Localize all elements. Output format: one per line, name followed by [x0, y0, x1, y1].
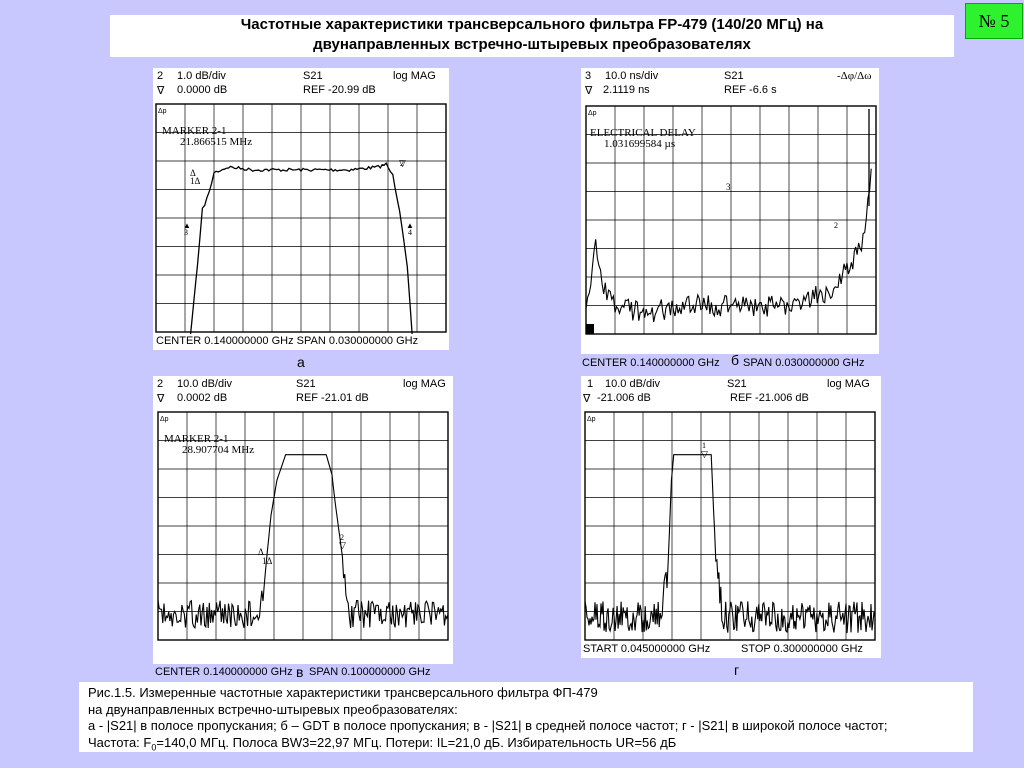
marker-label: MARKER 2-1 — [164, 433, 228, 445]
trace-s21-wideband — [584, 454, 876, 634]
parameter: S21 — [727, 378, 747, 390]
parameter: S21 — [296, 378, 316, 390]
scale: 1.0 dB/div — [177, 70, 226, 82]
channel-number: 2 — [157, 70, 164, 82]
marker-3-number-b: 3 — [726, 182, 731, 192]
reference: REF -20.99 dB — [303, 84, 376, 96]
parameter: S21 — [303, 70, 323, 82]
caption-line-4: Частота: F0=140,0 МГц. Полоса BW3=22,97 … — [88, 735, 973, 756]
scale: 10.0 dB/div — [605, 378, 661, 390]
format: log MAG — [403, 378, 446, 390]
reference: REF -21.01 dB — [296, 392, 369, 404]
plot-c: Δp MARKER 2-1 28.907704 MHz Δ 1Δ 2 ▽ — [156, 410, 450, 642]
plot-d: Δp 1 ▽ — [583, 410, 877, 642]
marker-symbol: ∇ — [583, 393, 591, 405]
marker-1-delta-c: 1Δ — [262, 556, 273, 566]
trace-type-label: Δp — [587, 416, 596, 423]
panel-a: 2 1.0 dB/div S21 log MAG ∇ 0.0000 dB REF… — [153, 68, 449, 350]
parameter: S21 — [724, 70, 744, 82]
format: log MAG — [393, 70, 436, 82]
trace-s21-passband — [189, 161, 413, 334]
marker-value: -21.006 dB — [597, 392, 651, 404]
trace-type-label: Δp — [158, 108, 167, 115]
caption-line-3: а - |S21| в полосе пропускания; б – GDT … — [88, 718, 888, 733]
delay-value: 1.031699584 µs — [604, 138, 675, 150]
marker-3-number-a: 3 — [184, 228, 188, 237]
caption-freq-sub: 0 — [151, 742, 157, 753]
letter-a: а — [297, 354, 305, 370]
marker-1-triangle-d: ▽ — [701, 449, 708, 459]
reference: REF -6.6 s — [724, 84, 777, 96]
marker-value: 0.0002 dB — [177, 392, 228, 404]
caption-freq-prefix: Частота: F — [88, 734, 152, 750]
letter-d: г — [734, 662, 740, 678]
marker-2-number-a: 2 — [400, 159, 404, 168]
marker-2-number-c: 2 — [340, 533, 344, 542]
footer-c-right: SPAN 0.100000000 GHz — [309, 666, 431, 678]
panel-d: 1 10.0 dB/div S21 log MAG ∇ -21.006 dB R… — [581, 376, 881, 658]
marker-4-triangle-a: ▲ — [406, 221, 414, 230]
panel-b-header: 3 10.0 ns/div S21 -Δφ/Δω ∇ 2.1119 ns REF… — [581, 68, 879, 108]
chart-d: Δp 1▽ — [584, 411, 876, 641]
caption-line-2: на двунаправленных встречно-штыревых пре… — [88, 701, 458, 717]
plot-a: Δp MARKER 2-1 21.866515 MHz 1Δ Δ ▲ 3 ▽ 2 ▲ 4 — [154, 102, 448, 334]
figure-caption: Рис.1.5. Измеренные частотные характерис… — [79, 682, 973, 752]
marker-symbol: ∇ — [585, 85, 593, 97]
chart-c: Δp MARKER 2-128.907704 MHz Δ1Δ 2▽ — [157, 411, 449, 641]
marker-2-number-b: 2 — [834, 221, 838, 230]
marker-symbol: ∇ — [157, 393, 165, 405]
footer-b-right: SPAN 0.030000000 GHz — [743, 357, 865, 369]
marker-label: MARKER 2-1 — [162, 125, 226, 137]
marker-1-triangle-a: Δ — [190, 168, 196, 178]
marker-4-number-a: 4 — [408, 228, 412, 237]
letter-b: б — [731, 352, 740, 368]
panel-a-header: 2 1.0 dB/div S21 log MAG ∇ 0.0000 dB REF… — [153, 68, 449, 108]
caption-line-1: Рис.1.5. Измеренные частотные характерис… — [88, 685, 598, 700]
trace-type-label: Δp — [588, 110, 597, 117]
footer-d-left: START 0.045000000 GHz — [583, 643, 711, 655]
footer-b-left: CENTER 0.140000000 GHz — [582, 357, 720, 369]
slide-number: № 5 — [965, 3, 1023, 39]
marker-1-triangle-c: Δ — [258, 547, 264, 557]
scale: 10.0 dB/div — [177, 378, 233, 390]
slide-title: Частотные характеристики трансверсальног… — [110, 15, 954, 57]
delay-label: ELECTRICAL DELAY — [590, 127, 696, 139]
marker-2-triangle-a: ▽ — [399, 158, 406, 168]
marker-value: 0.0000 dB — [177, 84, 228, 96]
marker-frequency: 28.907704 MHz — [182, 444, 254, 456]
marker-symbol: ∇ — [157, 85, 165, 97]
marker-2-triangle-c: ▽ — [339, 540, 346, 550]
format: -Δφ/Δω — [837, 70, 872, 82]
title-line-2: двунаправленных встречно-штыревых преобр… — [313, 36, 751, 53]
panel-d-header: 1 10.0 dB/div S21 log MAG ∇ -21.006 dB R… — [581, 376, 881, 416]
plot-b: Δp ELECTRICAL DELAY 1.031699584 µs 3 2 — [584, 104, 878, 336]
footer-c-left: CENTER 0.140000000 GHz — [155, 666, 293, 678]
trace-type-label: Δp — [160, 416, 169, 423]
marker-frequency: 21.866515 MHz — [180, 136, 252, 148]
panel-b: 3 10.0 ns/div S21 -Δφ/Δω ∇ 2.1119 ns REF… — [581, 68, 879, 354]
title-line-1: Частотные характеристики трансверсальног… — [240, 16, 824, 33]
left-edge-segment — [586, 324, 594, 334]
channel-number: 2 — [157, 378, 164, 390]
footer-d-right: STOP 0.300000000 GHz — [741, 643, 863, 655]
marker-1-delta: 1Δ — [190, 176, 201, 186]
channel-number: 1 — [587, 378, 594, 390]
marker-value: 2.1119 ns — [603, 84, 650, 96]
letter-c: в — [296, 664, 304, 680]
panel-c-header: 2 10.0 dB/div S21 log MAG ∇ 0.0002 dB RE… — [153, 376, 453, 416]
footer-a: CENTER 0.140000000 GHz SPAN 0.030000000 … — [156, 335, 419, 347]
trace-group-delay — [585, 168, 872, 323]
format: log MAG — [827, 378, 870, 390]
marker-1-number-d: 1 — [702, 441, 706, 450]
marker-3-triangle-a: ▲ — [183, 221, 191, 230]
channel-number: 3 — [585, 70, 592, 82]
scale: 10.0 ns/div — [605, 70, 659, 82]
caption-freq-rest: =140,0 МГц. Полоса BW3=22,97 МГц. Потери… — [156, 734, 677, 750]
reference: REF -21.006 dB — [730, 392, 809, 404]
trace-s21-midband — [157, 454, 449, 629]
panel-c: 2 10.0 dB/div S21 log MAG ∇ 0.0002 dB RE… — [153, 376, 453, 664]
